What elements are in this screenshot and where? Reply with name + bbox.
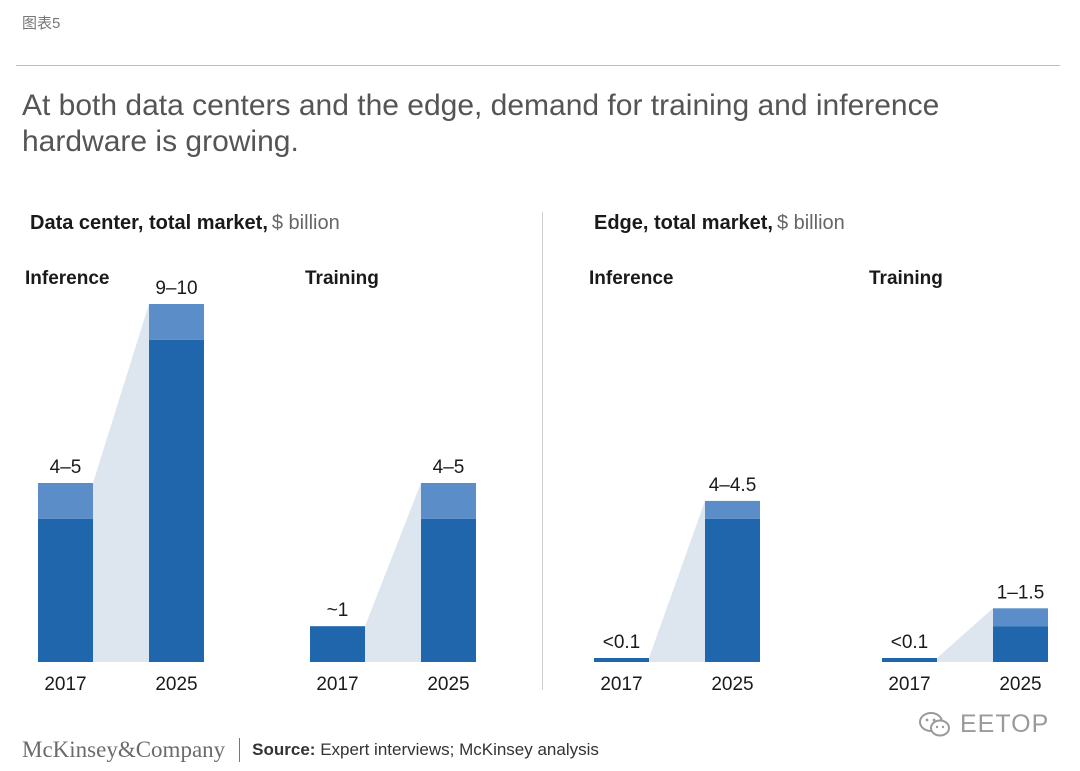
panel-title: Inference: [25, 268, 109, 289]
mckinsey-logo: McKinsey&Company: [22, 737, 226, 762]
connector-area: [937, 608, 993, 662]
bar: [421, 518, 476, 662]
connector-area: [93, 304, 149, 662]
bar-range-segment: [993, 608, 1048, 627]
bar-range-segment: [38, 483, 93, 519]
data-label: 9–10: [155, 278, 197, 299]
data-label: <0.1: [603, 632, 641, 653]
bar: [993, 626, 1048, 662]
chart-title: At both data centers and the edge, deman…: [22, 89, 940, 158]
source-note: Source: Expert interviews; McKinsey anal…: [252, 740, 599, 760]
section-title-text: Data center, total market,: [30, 212, 268, 234]
data-label: <0.1: [891, 632, 929, 653]
data-label: ~1: [327, 600, 349, 621]
section-title-data-center: Data center, total market, $ billion: [30, 212, 340, 235]
panel-title: Training: [869, 268, 943, 289]
x-tick-label: 2025: [999, 674, 1041, 695]
x-tick-label: 2025: [427, 674, 469, 695]
x-tick-label: 2017: [600, 674, 642, 695]
bar: [310, 626, 365, 662]
source-label: Source:: [252, 740, 316, 759]
bar: [149, 339, 204, 662]
bar-range-segment: [705, 500, 760, 519]
section-title-text: Edge, total market,: [594, 212, 773, 234]
x-tick-label: 2025: [155, 674, 197, 695]
data-label: 4–5: [50, 457, 82, 478]
section-divider: [542, 212, 543, 690]
section-title-edge: Edge, total market, $ billion: [594, 212, 845, 235]
panel-title: Inference: [589, 268, 673, 289]
wechat-icon: [919, 711, 950, 736]
source-text: Expert interviews; McKinsey analysis: [320, 740, 599, 759]
figure-tag: 图表5: [22, 15, 61, 32]
x-tick-label: 2017: [44, 674, 86, 695]
footer-separator: [239, 738, 241, 762]
watermark-text: EETOP: [960, 710, 1050, 738]
panel-title: Training: [305, 268, 379, 289]
x-tick-label: 2017: [316, 674, 358, 695]
connector-area: [365, 483, 421, 662]
watermark: EETOP: [918, 710, 1049, 739]
bar: [882, 658, 937, 662]
connector-area: [649, 500, 705, 662]
x-tick-label: 2025: [711, 674, 753, 695]
data-label: 4–4.5: [709, 475, 757, 496]
bar: [594, 658, 649, 662]
top-rule: [16, 65, 1060, 66]
bar-range-segment: [421, 483, 476, 519]
data-label: 1–1.5: [997, 582, 1045, 603]
bar: [705, 518, 760, 662]
bar-range-segment: [149, 304, 204, 340]
footer: McKinsey&Company Source: Expert intervie…: [22, 736, 599, 764]
section-unit: $ billion: [776, 212, 845, 234]
x-tick-label: 2017: [888, 674, 930, 695]
section-unit: $ billion: [271, 212, 340, 234]
bar: [38, 518, 93, 662]
data-label: 4–5: [433, 457, 465, 478]
